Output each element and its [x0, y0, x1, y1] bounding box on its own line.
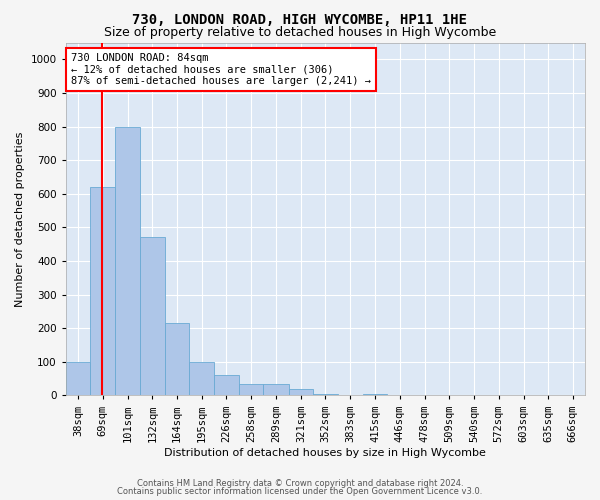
X-axis label: Distribution of detached houses by size in High Wycombe: Distribution of detached houses by size …: [164, 448, 486, 458]
Y-axis label: Number of detached properties: Number of detached properties: [15, 132, 25, 306]
Bar: [66, 362, 90, 396]
Bar: [90, 187, 115, 396]
Text: Contains public sector information licensed under the Open Government Licence v3: Contains public sector information licen…: [118, 487, 482, 496]
Bar: [313, 394, 338, 396]
Bar: [263, 384, 289, 396]
Text: Size of property relative to detached houses in High Wycombe: Size of property relative to detached ho…: [104, 26, 496, 39]
Text: 730 LONDON ROAD: 84sqm
← 12% of detached houses are smaller (306)
87% of semi-de: 730 LONDON ROAD: 84sqm ← 12% of detached…: [71, 53, 371, 86]
Bar: [190, 362, 214, 396]
Bar: [214, 375, 239, 396]
Bar: [115, 126, 140, 396]
Text: 730, LONDON ROAD, HIGH WYCOMBE, HP11 1HE: 730, LONDON ROAD, HIGH WYCOMBE, HP11 1HE: [133, 12, 467, 26]
Bar: [239, 384, 263, 396]
Bar: [289, 388, 313, 396]
Bar: [165, 323, 190, 396]
Text: Contains HM Land Registry data © Crown copyright and database right 2024.: Contains HM Land Registry data © Crown c…: [137, 478, 463, 488]
Bar: [363, 394, 387, 396]
Bar: [140, 238, 165, 396]
